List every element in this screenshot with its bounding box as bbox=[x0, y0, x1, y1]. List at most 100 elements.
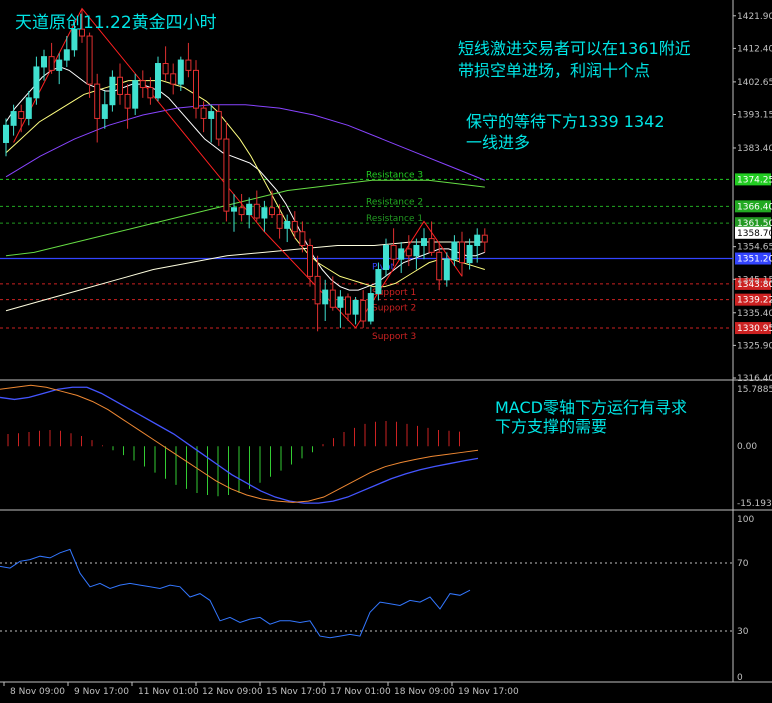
candle-body bbox=[299, 231, 306, 246]
candle-body bbox=[329, 289, 336, 308]
level-label: Support 3 bbox=[372, 332, 416, 342]
candle-body bbox=[3, 124, 9, 143]
candle-body bbox=[481, 234, 488, 243]
time-axis: 8 Nov 09:00 9 Nov 17:00 11 Nov 01:00 12 Nov… bbox=[3, 682, 519, 697]
rsi-tick-label: 30 bbox=[737, 627, 749, 637]
ma-line-ma_mid bbox=[5, 80, 485, 288]
price-tick-label: 1354.65 bbox=[737, 243, 772, 253]
chart-title: 天道原创11.22黄金四小时 bbox=[15, 13, 217, 33]
price-tick-label: 1316.40 bbox=[737, 374, 772, 384]
candle-body bbox=[398, 248, 405, 260]
candle-body bbox=[10, 111, 17, 126]
level-price-value: 1366.40 bbox=[737, 202, 772, 212]
candle-body bbox=[291, 220, 298, 233]
candlesticks bbox=[3, 8, 488, 332]
candle-body bbox=[360, 299, 367, 322]
annotation-line-2: 带损空单进场，利润十个点 bbox=[458, 61, 651, 80]
candle-body bbox=[413, 244, 420, 257]
candle-body bbox=[443, 258, 450, 281]
level-label: Support 1 bbox=[372, 288, 416, 298]
candle-body bbox=[345, 296, 351, 315]
candle-body bbox=[162, 63, 169, 75]
candle-body bbox=[177, 59, 184, 85]
macd-tick-label: 15.7885 bbox=[737, 385, 772, 395]
frame-lines bbox=[0, 0, 772, 683]
candle-body bbox=[231, 207, 237, 212]
candle-body bbox=[124, 93, 131, 109]
candle-body bbox=[147, 87, 154, 99]
candle-body bbox=[94, 83, 101, 119]
candle-body bbox=[48, 56, 55, 71]
candle-body bbox=[253, 203, 260, 219]
candle-body bbox=[101, 104, 108, 119]
rsi-line bbox=[0, 548, 471, 639]
candle-body bbox=[337, 296, 344, 308]
level-label: Support 2 bbox=[372, 304, 416, 314]
candle-body bbox=[33, 66, 40, 99]
annotation-line-4: 一线进多 bbox=[466, 133, 531, 152]
candle-body bbox=[170, 73, 177, 85]
level-price-tag bbox=[735, 173, 771, 186]
zigzag-line bbox=[13, 7, 463, 329]
candle-body bbox=[238, 207, 245, 216]
candle-body bbox=[276, 214, 283, 229]
time-tick-label: 18 Nov 09:00 bbox=[394, 687, 455, 697]
candle-body bbox=[79, 28, 85, 37]
level-price-tag bbox=[735, 322, 771, 335]
candle-body bbox=[459, 241, 465, 264]
price-tick-label: 1393.15 bbox=[737, 110, 772, 120]
time-tick-label: 11 Nov 01:00 bbox=[138, 687, 199, 697]
time-tick-label: 19 Nov 17:00 bbox=[458, 687, 519, 697]
macd-signal-line bbox=[0, 384, 479, 503]
candle-body bbox=[139, 80, 146, 89]
time-tick-label: 15 Nov 17:00 bbox=[266, 687, 327, 697]
level-price-tag bbox=[735, 293, 771, 306]
level-price-value: 1361.50 bbox=[737, 219, 772, 229]
candle-body bbox=[200, 107, 207, 119]
candle-body bbox=[246, 203, 253, 216]
annotation-line-1: 短线激进交易者可以在1361附近 bbox=[458, 39, 691, 58]
candle-body bbox=[56, 59, 63, 71]
price-tick-label: 1345.15 bbox=[737, 275, 772, 285]
price-tick-label: 1421.90 bbox=[737, 12, 772, 22]
candle-body bbox=[307, 244, 313, 277]
rsi-tick-label: 70 bbox=[737, 559, 749, 569]
candle-body bbox=[322, 289, 329, 305]
rsi-tick-label: 100 bbox=[737, 515, 754, 525]
candle-body bbox=[405, 248, 412, 257]
price-tick-label: 1383.40 bbox=[737, 144, 772, 154]
level-price-tag bbox=[735, 277, 771, 290]
time-tick-label: 17 Nov 01:00 bbox=[330, 687, 391, 697]
candle-body bbox=[25, 97, 32, 119]
moving-averages bbox=[5, 66, 485, 312]
candle-body bbox=[269, 207, 275, 216]
price-axis: 1421.90 1412.40 1402.65 1393.15 1383.40 1354.… bbox=[733, 12, 772, 384]
candle-body bbox=[451, 241, 458, 260]
macd-main-line bbox=[0, 386, 479, 504]
price-tick-label: 1335.40 bbox=[737, 309, 772, 319]
ma-line-ma_slow bbox=[5, 179, 485, 257]
candle-body bbox=[193, 69, 199, 109]
level-price-value: 1330.95 bbox=[737, 324, 772, 334]
level-price-tag bbox=[735, 252, 771, 265]
candle-body bbox=[436, 251, 443, 281]
current-price-tag bbox=[735, 226, 771, 239]
candle-body bbox=[132, 80, 139, 109]
ma-line-ma_fast bbox=[5, 66, 485, 291]
time-tick-label: 12 Nov 09:00 bbox=[202, 687, 263, 697]
candle-body bbox=[63, 49, 70, 61]
level-label: Resistance 1 bbox=[366, 214, 423, 224]
level-price-value: 1351.20 bbox=[737, 255, 772, 265]
candle-body bbox=[314, 275, 321, 305]
level-label: Resistance 3 bbox=[366, 170, 423, 180]
candle-body bbox=[284, 220, 291, 229]
macd-panel: 15.7885 0.00 -15.1937 bbox=[0, 384, 772, 509]
candle-body bbox=[18, 111, 25, 119]
level-price-value: 1343.80 bbox=[737, 280, 772, 290]
candle-body bbox=[208, 111, 215, 119]
price-tick-label: 1412.40 bbox=[737, 44, 772, 54]
candle-body bbox=[109, 76, 116, 106]
candle-body bbox=[41, 56, 47, 68]
macd-annotation-line-2: 下方支撑的需要 bbox=[495, 417, 608, 436]
